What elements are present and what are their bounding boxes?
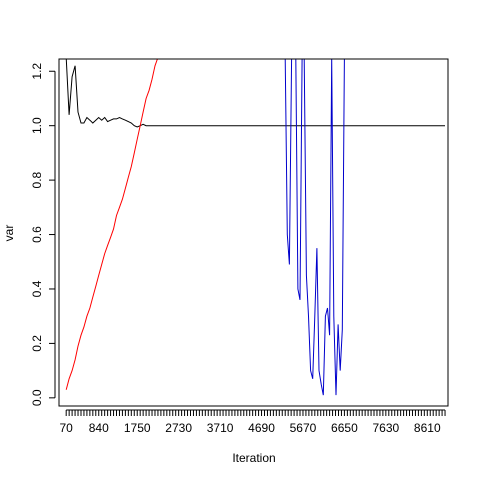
x-tick-label: 1750 bbox=[124, 421, 151, 435]
plot-lines bbox=[66, 58, 445, 396]
y-tick-label: 1.2 bbox=[30, 63, 44, 80]
x-axis-label: Iteration bbox=[232, 451, 275, 465]
y-tick-label: 0.0 bbox=[30, 389, 44, 406]
y-tick-label: 1.0 bbox=[30, 117, 44, 134]
x-tick-label: 70 bbox=[60, 421, 74, 435]
y-tick-label: 0.8 bbox=[30, 171, 44, 188]
x-axis: 70 840 1750 2730 3710 4690 5670 6650 7630 8610 bbox=[60, 410, 446, 435]
x-tick-label: 3710 bbox=[207, 421, 234, 435]
x-tick-label: 4690 bbox=[248, 421, 275, 435]
y-tick-label: 0.6 bbox=[30, 226, 44, 243]
series-line-3 bbox=[285, 58, 346, 396]
y-axis-label: var bbox=[2, 225, 16, 242]
x-tick-label: 5670 bbox=[290, 421, 317, 435]
series-line-1 bbox=[66, 58, 445, 127]
x-tick-label: 2730 bbox=[165, 421, 192, 435]
plot-frame bbox=[59, 59, 448, 406]
y-tick-label: 0.4 bbox=[30, 280, 44, 297]
x-tick-label: 840 bbox=[89, 421, 109, 435]
y-axis: 0.0 0.2 0.4 0.6 0.8 1.0 1.2 bbox=[30, 63, 55, 407]
y-tick-label: 0.2 bbox=[30, 335, 44, 352]
x-tick-label: 8610 bbox=[414, 421, 441, 435]
x-tick-label: 6650 bbox=[331, 421, 358, 435]
x-tick-label: 7630 bbox=[372, 421, 399, 435]
series-line-2 bbox=[66, 58, 158, 390]
